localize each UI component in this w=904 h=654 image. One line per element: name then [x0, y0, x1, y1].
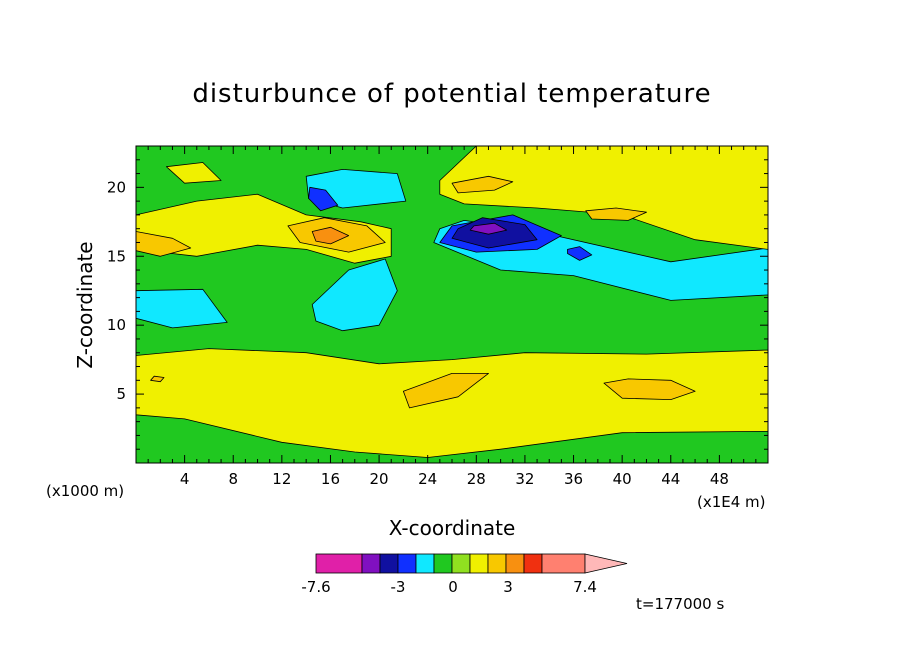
y-tick-label: 15	[107, 247, 126, 265]
colorbar-swatch	[487, 553, 507, 574]
chart-title: disturbunce of potential temperature	[192, 79, 711, 109]
y-tick-label: 20	[107, 178, 126, 196]
colorbar-swatch	[361, 553, 381, 574]
x-tick-label: 24	[418, 470, 437, 488]
colorbar-swatch	[451, 553, 471, 574]
x-tick-label: 36	[564, 470, 583, 488]
x-tick-label: 28	[467, 470, 486, 488]
contour-region-level-neg2-5	[567, 246, 593, 261]
x-tick-label: 32	[515, 470, 534, 488]
x-unit-right: (x1E4 m)	[697, 493, 766, 511]
contour-region-level-3-20	[311, 226, 350, 245]
x-tick-label: 48	[710, 470, 729, 488]
contour-region-level-2-17	[451, 175, 514, 194]
colorbar-label: -7.6	[301, 578, 330, 596]
x-tick-label: 20	[370, 470, 389, 488]
colorbar	[315, 553, 628, 574]
contour-region-level-neg1-1	[311, 258, 398, 332]
y-axis-ticks: 5 10 15 20	[107, 159, 768, 450]
colorbar-swatch	[379, 553, 399, 574]
contour-region-level-2-15	[136, 231, 192, 257]
colorbar-swatch	[415, 553, 435, 574]
x-tick-label: 4	[180, 470, 190, 488]
colorbar-swatch	[315, 553, 363, 574]
colorbar-swatch	[433, 553, 453, 574]
x-tick-label: 40	[613, 470, 632, 488]
contour-region-level-neg4-8	[469, 222, 508, 235]
x-tick-label: 44	[661, 470, 680, 488]
x-tick-label: 12	[272, 470, 291, 488]
contour-region-level-1-12	[165, 162, 222, 184]
x-unit-left: (x1000 m)	[46, 482, 124, 500]
x-axis-ticks: 4 8 12 16 20 24 28 32 36 40 44 48	[147, 146, 757, 488]
colorbar-label: 0	[448, 578, 458, 596]
x-tick-label: 16	[321, 470, 340, 488]
colorbar-label: -3	[391, 578, 406, 596]
contour-region-level-2-14	[603, 378, 696, 401]
contour-region-level-1-10	[439, 146, 768, 250]
colorbar-label: 7.4	[573, 578, 597, 596]
contour-region-level-neg1-0	[136, 288, 228, 329]
contour-regions	[136, 146, 768, 458]
y-axis-label: Z-coordinate	[73, 241, 97, 368]
contour-region-level-2-13	[402, 372, 489, 409]
contour-region-level-1-9	[136, 348, 768, 458]
y-tick-label: 10	[107, 316, 126, 334]
colorbar-swatch	[523, 553, 543, 574]
colorbar-labels: -7.6 -3 0 3 7.4	[301, 578, 597, 596]
colorbar-swatch	[469, 553, 489, 574]
x-axis-label: X-coordinate	[389, 516, 516, 540]
colorbar-swatch	[397, 553, 417, 574]
colorbar-extension-arrow	[584, 553, 628, 574]
colorbar-label: 3	[503, 578, 513, 596]
colorbar-swatch	[505, 553, 525, 574]
y-tick-label: 5	[116, 385, 126, 403]
contour-region-level-2-18	[585, 207, 647, 221]
contour-region-level-2-19	[150, 375, 165, 383]
x-tick-label: 8	[228, 470, 238, 488]
contour-region-level-neg2-6	[308, 186, 339, 212]
time-label: t=177000 s	[636, 595, 724, 613]
colorbar-swatch	[541, 553, 586, 574]
